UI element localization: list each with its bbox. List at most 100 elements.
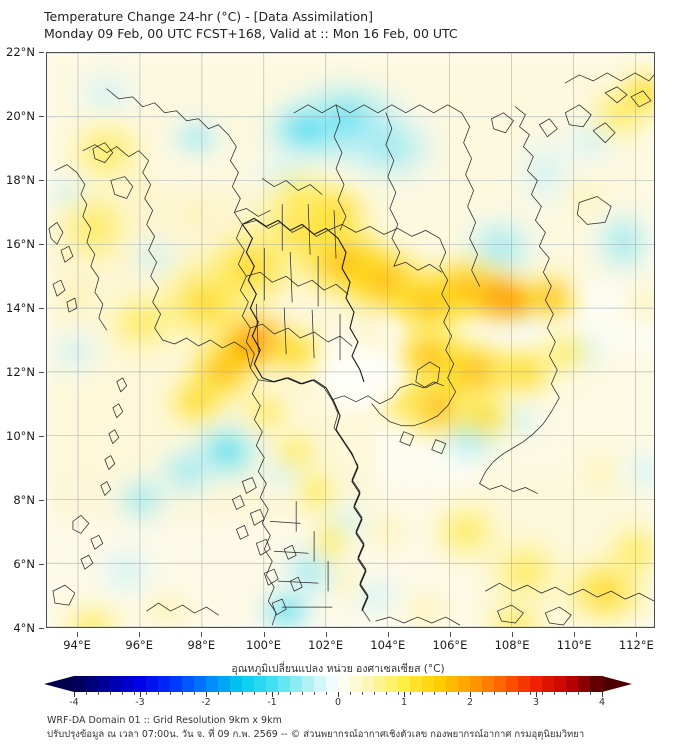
lat-tick-mark <box>39 180 44 181</box>
lon-tick-label: 104°E <box>370 638 406 652</box>
lon-tick-label: 98°E <box>187 638 216 652</box>
lat-tick-label: 6°N <box>13 557 35 571</box>
colorbar-segment <box>482 676 495 692</box>
colorbar-minor-tick <box>146 692 147 695</box>
colorbar-tick-label: -3 <box>135 697 145 708</box>
lat-tick-label: 4°N <box>13 621 35 635</box>
colorbar-segment <box>590 676 603 692</box>
colorbar-segment <box>242 676 255 692</box>
colorbar-segment <box>266 676 279 692</box>
colorbar-segment <box>74 676 87 692</box>
colorbar-minor-tick <box>278 692 279 695</box>
colorbar-minor-tick <box>446 692 447 695</box>
colorbar-tick-label: 2 <box>466 697 474 708</box>
colorbar-minor-tick <box>326 692 327 695</box>
colorbar-minor-tick <box>158 692 159 695</box>
colorbar-gradient <box>74 676 603 692</box>
lon-tick-label: 102°E <box>308 638 344 652</box>
colorbar-segment <box>110 676 123 692</box>
model-domain-info: WRF-DA Domain 01 :: Grid Resolution 9km … <box>47 715 282 726</box>
colorbar-major-tick <box>536 692 537 697</box>
colorbar-major-tick <box>206 692 207 697</box>
lat-tick-label: 12°N <box>6 365 35 379</box>
colorbar-segment <box>506 676 519 692</box>
lat-tick-mark <box>39 52 44 53</box>
colorbar-major-tick <box>74 692 75 697</box>
colorbar-segment <box>134 676 147 692</box>
colorbar-minor-tick <box>266 692 267 695</box>
colorbar-minor-tick <box>434 692 435 695</box>
colorbar-segment <box>374 676 387 692</box>
lat-tick-mark <box>39 500 44 501</box>
lon-tick-label: 110°E <box>556 638 592 652</box>
colorbar-body: -4 -3 -2 -1 0 1 2 3 4 <box>44 676 632 708</box>
colorbar-segment <box>530 676 543 692</box>
lon-tick-mark <box>201 632 203 637</box>
colorbar-segment <box>194 676 207 692</box>
lon-tick-label: 108°E <box>494 638 530 652</box>
colorbar-tick-label: -4 <box>69 697 79 708</box>
colorbar-minor-tick <box>578 692 579 695</box>
colorbar-segment <box>254 676 267 692</box>
colorbar-major-tick <box>140 692 141 697</box>
colorbar-major-tick <box>470 692 471 697</box>
lat-tick-label: 16°N <box>6 237 35 251</box>
lat-tick-mark <box>39 116 44 117</box>
colorbar-segment <box>434 676 447 692</box>
colorbar-tick-label: -2 <box>201 697 211 708</box>
colorbar-segment <box>278 676 291 692</box>
lat-tick-mark <box>39 628 44 629</box>
map-plot-area <box>46 52 655 628</box>
colorbar-title: อุณหภูมิเปลี่ยนแปลง หน่วย องศาเซลเซียส (… <box>231 663 445 675</box>
colorbar-segment <box>122 676 135 692</box>
colorbar-segment <box>554 676 567 692</box>
colorbar-major-tick <box>272 692 273 697</box>
page-title: Temperature Change 24-hr (°C) - [Data As… <box>44 9 373 24</box>
colorbar-minor-tick <box>398 692 399 695</box>
coastline-and-borders <box>48 72 654 626</box>
colorbar-minor-tick <box>566 692 567 695</box>
lat-tick-mark <box>39 244 44 245</box>
colorbar-segment <box>146 676 159 692</box>
longitude-axis: 94°E 96°E 98°E 100°E 102°E 104°E 106°E 108°E 110… <box>46 632 655 652</box>
lon-tick-mark <box>77 632 79 637</box>
colorbar-segment <box>302 676 315 692</box>
colorbar-minor-tick <box>506 692 507 695</box>
colorbar-segment <box>230 676 243 692</box>
lat-tick-mark <box>39 372 44 373</box>
lat-tick-label: 18°N <box>6 173 35 187</box>
colorbar-major-tick <box>338 692 339 697</box>
lon-tick-mark <box>263 632 265 637</box>
colorbar-extend-high-arrow <box>602 676 632 692</box>
colorbar-segment <box>494 676 507 692</box>
colorbar-minor-tick <box>530 692 531 695</box>
lon-tick-mark <box>636 632 638 637</box>
colorbar-segment <box>326 676 339 692</box>
colorbar-minor-tick <box>182 692 183 695</box>
colorbar-segment <box>98 676 111 692</box>
colorbar-minor-tick <box>230 692 231 695</box>
colorbar-minor-tick <box>386 692 387 695</box>
colorbar-segment <box>206 676 219 692</box>
lat-tick-mark <box>39 436 44 437</box>
lon-tick-mark <box>139 632 141 637</box>
lat-tick-label: 14°N <box>6 301 35 315</box>
colorbar-segment <box>338 676 351 692</box>
colorbar-minor-tick <box>110 692 111 695</box>
colorbar-segment <box>410 676 423 692</box>
temperature-anomaly-field <box>47 53 654 627</box>
lat-tick-label: 22°N <box>6 45 35 59</box>
colorbar-minor-tick <box>194 692 195 695</box>
colorbar-segment <box>458 676 471 692</box>
colorbar-minor-tick <box>314 692 315 695</box>
colorbar-segment <box>182 676 195 692</box>
colorbar-segment <box>578 676 591 692</box>
forecast-validity-subtitle: Monday 09 Feb, 00 UTC FCST+168, Valid at… <box>44 26 458 41</box>
lon-tick-label: 96°E <box>125 638 154 652</box>
colorbar-minor-tick <box>290 692 291 695</box>
colorbar-minor-tick <box>254 692 255 695</box>
colorbar-segment <box>422 676 435 692</box>
colorbar-segment <box>218 676 231 692</box>
colorbar-minor-tick <box>410 692 411 695</box>
chart-title-block: Temperature Change 24-hr (°C) - [Data As… <box>44 8 664 42</box>
